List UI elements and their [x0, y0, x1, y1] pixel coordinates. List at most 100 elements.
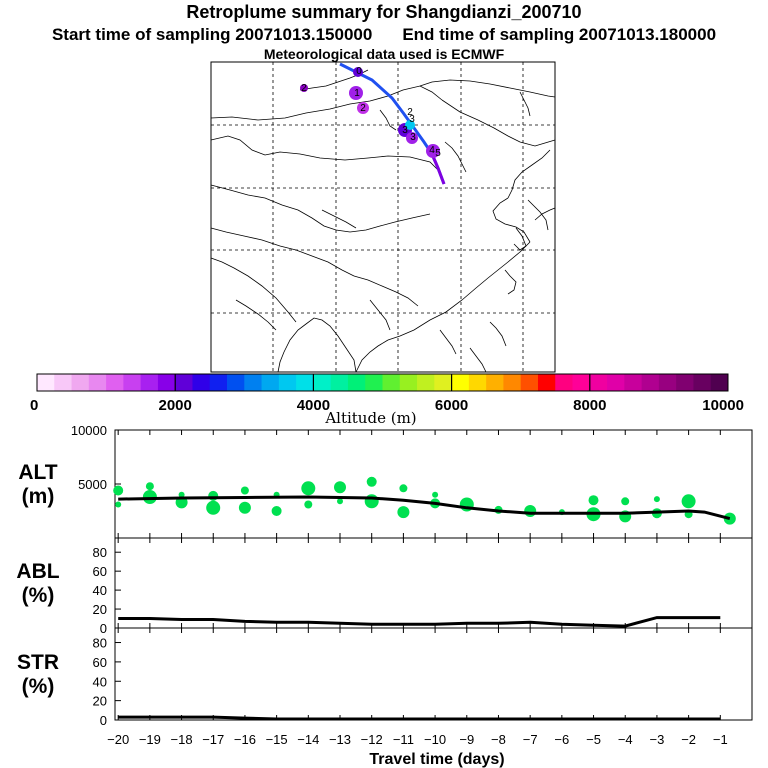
y-tick-label: 20	[93, 694, 107, 709]
y-tick-label: 0	[100, 621, 107, 636]
colorbar-cell	[503, 374, 522, 391]
colorbar-cell	[607, 374, 625, 391]
cluster-dot	[113, 485, 124, 496]
series-line	[118, 495, 731, 521]
colorbar-tick-label: 10000	[702, 397, 744, 414]
x-tick-label: −9	[459, 732, 474, 747]
cluster-marker	[406, 132, 418, 144]
trajectory-cluster-label: 3	[409, 114, 415, 125]
cluster-dot	[621, 497, 630, 506]
colorbar-tick-label: 2000	[159, 397, 192, 414]
colorbar-cell	[244, 374, 262, 391]
x-tick-label: −15	[266, 732, 288, 747]
panel-ylabel: ALT	[18, 461, 57, 484]
cluster-dot	[681, 494, 696, 509]
cluster-dot	[337, 498, 343, 505]
y-tick-label: 40	[93, 674, 107, 689]
series-line	[118, 616, 721, 628]
map-coastlines	[210, 69, 556, 373]
cluster-dot	[271, 506, 282, 516]
trajectory-cluster-label: 2	[407, 107, 413, 118]
x-tick-label: −12	[361, 732, 383, 747]
x-tick-label: −20	[107, 732, 129, 747]
cluster-dot	[432, 491, 439, 498]
colorbar-cell	[520, 374, 539, 391]
colorbar-cell	[106, 374, 124, 391]
cluster-dot	[653, 496, 660, 503]
colorbar-cell	[537, 374, 556, 391]
colorbar-cell	[693, 374, 712, 391]
colorbar-tick-label: 4000	[297, 397, 330, 414]
x-tick-label: −1	[713, 732, 728, 747]
colorbar-label: Altitude (m)	[324, 409, 416, 427]
y-tick-label: 60	[93, 655, 107, 670]
colorbar-cell	[330, 374, 349, 391]
y-tick-label: 20	[93, 602, 107, 617]
panel-frame	[114, 429, 753, 539]
cluster-marker	[405, 120, 415, 130]
x-tick-label: −5	[586, 732, 601, 747]
colorbar-cell	[417, 374, 435, 391]
cluster-dot	[334, 481, 346, 494]
colorbar-cell	[434, 374, 452, 391]
cluster-dot	[366, 476, 377, 487]
cluster-dot	[238, 501, 251, 514]
trajectory-cluster-label: 4	[429, 145, 435, 156]
colorbar-cell	[157, 374, 176, 391]
map-graticule	[211, 62, 555, 372]
x-tick-label: −7	[523, 732, 538, 747]
panel-ylabel-unit: (m)	[22, 485, 55, 508]
colorbar-tick-label: 8000	[573, 397, 606, 414]
sampling-times: Start time of sampling 20071013.150000 En…	[0, 25, 768, 45]
colorbar-cell	[123, 374, 142, 391]
x-tick-label: −8	[491, 732, 506, 747]
colorbar-cell	[278, 374, 297, 391]
panel-ylabel: STR	[17, 651, 59, 674]
x-axis-label: Travel time (days)	[369, 751, 504, 768]
series-line	[118, 715, 721, 721]
trajectory-cluster-label: 5	[435, 148, 441, 159]
chart-title: Retroplume summary for Shangdianzi_20071…	[186, 2, 582, 22]
colorbar-cell	[658, 374, 677, 391]
panel-alt: 5000 10000 ALT(m)	[18, 423, 753, 539]
colorbar-cell	[175, 374, 193, 391]
colorbar-cell	[382, 374, 401, 391]
y-tick-label: 80	[93, 545, 107, 560]
colorbar-cell	[88, 374, 107, 391]
colorbar-cell	[486, 374, 504, 391]
cluster-marker	[300, 84, 308, 92]
x-tick-label: −2	[681, 732, 696, 747]
colorbar-cell	[347, 374, 366, 391]
trajectory-cluster-label: 3	[410, 132, 416, 143]
y-tick-label: 5000	[78, 477, 107, 492]
colorbar-cell	[589, 374, 608, 391]
x-tick-label: −3	[650, 732, 665, 747]
cluster-dot	[142, 490, 157, 504]
x-tick-label: −16	[234, 732, 256, 747]
panel-ylabel: ABL	[16, 560, 59, 583]
trajectory-line-tail	[430, 153, 446, 185]
y-tick-label: 80	[93, 636, 107, 651]
x-tick-label: −10	[424, 732, 446, 747]
x-tick-label: −18	[171, 732, 193, 747]
colorbar-cell	[572, 374, 591, 391]
colorbar-cell	[209, 374, 228, 391]
cluster-dot	[301, 481, 316, 496]
panel-frame	[114, 627, 753, 721]
colorbar-tick-label: 0	[30, 397, 38, 414]
cluster-marker	[357, 102, 369, 114]
trajectory-cluster-label: 2	[360, 103, 366, 114]
colorbar-cell	[54, 374, 72, 391]
colorbar-frame	[36, 373, 729, 392]
cluster-dot	[399, 484, 408, 493]
cluster-marker	[426, 144, 440, 158]
cluster-dot	[524, 505, 537, 517]
x-tick-label: −11	[393, 732, 414, 747]
cluster-dot	[304, 500, 313, 509]
panel-str: 0 20 40 60 80 STR(%)	[17, 627, 753, 728]
trajectory-cluster-label: 1	[354, 88, 360, 99]
cluster-dot	[364, 494, 379, 509]
cluster-dot	[145, 482, 154, 491]
